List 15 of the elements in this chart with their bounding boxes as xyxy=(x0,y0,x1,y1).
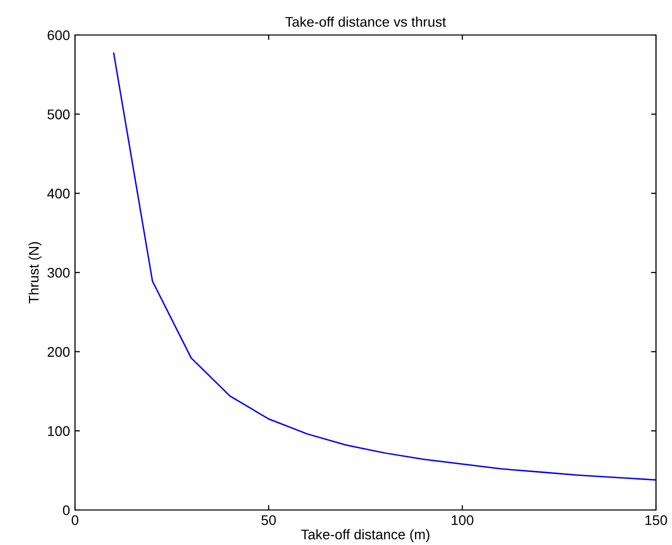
y-tick-label: 600 xyxy=(48,30,70,40)
x-tick-label: 100 xyxy=(452,515,474,526)
x-tick-label: 50 xyxy=(262,515,276,526)
y-tick-label: 200 xyxy=(48,347,70,357)
y-axis-title: Thrust (N) xyxy=(28,242,42,304)
x-axis-title: Take-off distance (m) xyxy=(301,529,430,542)
line-series xyxy=(113,52,656,481)
chart-title: Take-off distance vs thrust xyxy=(285,16,446,27)
y-tick-label: 100 xyxy=(48,426,70,436)
y-tick-label: 0 xyxy=(62,505,70,516)
y-tick-label: 400 xyxy=(47,188,70,199)
y-tick-label: 500 xyxy=(48,110,70,120)
y-tick-label: 300 xyxy=(48,268,70,278)
x-tick-label: 0 xyxy=(72,515,78,526)
x-tick-label: 150 xyxy=(645,515,668,526)
